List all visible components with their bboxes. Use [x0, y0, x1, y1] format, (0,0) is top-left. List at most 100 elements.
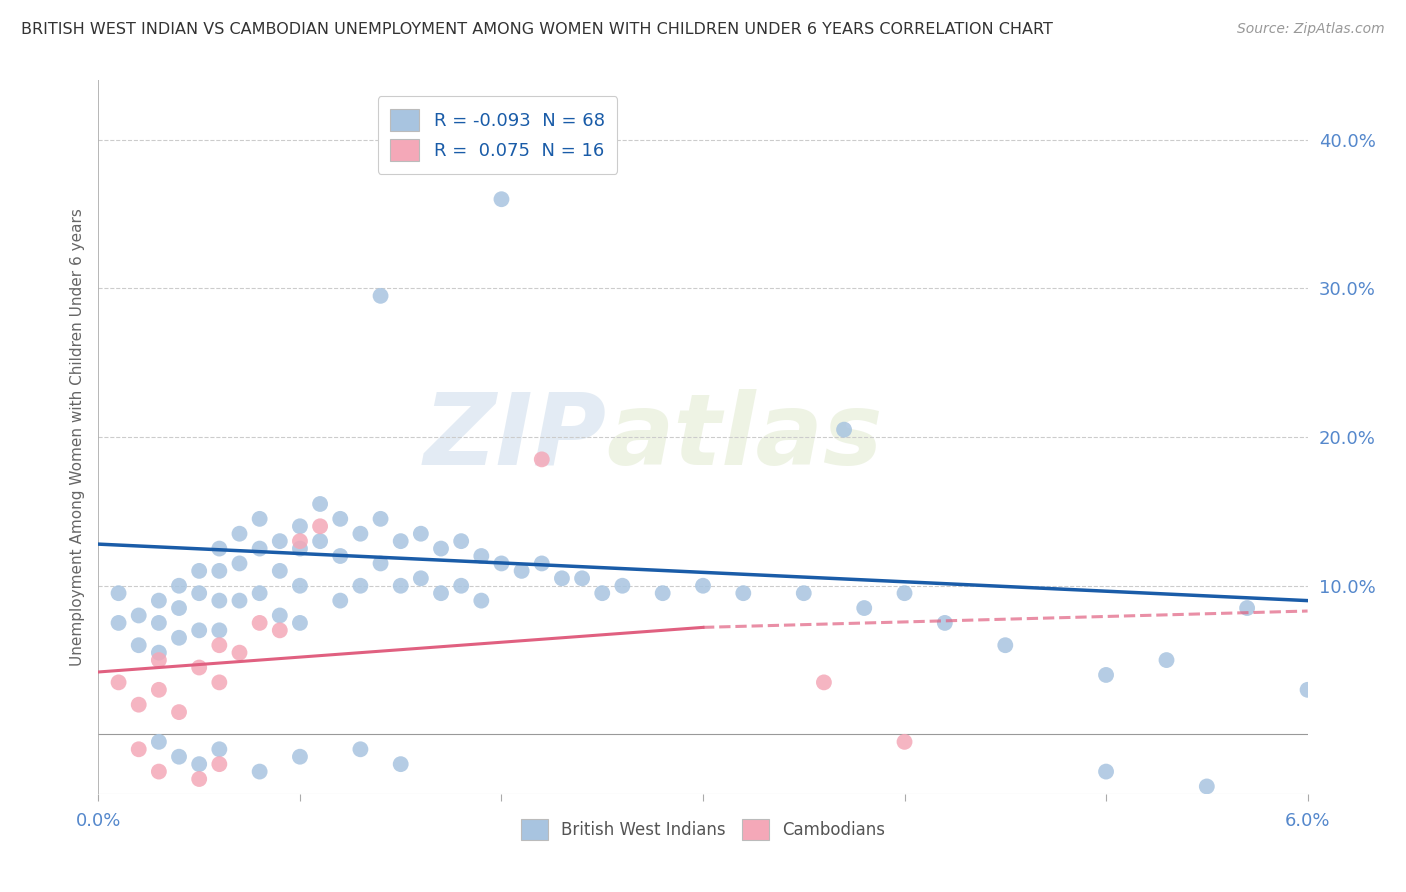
- Point: [228, 557, 250, 571]
- Point: [370, 289, 392, 303]
- Point: [692, 579, 714, 593]
- Point: [491, 557, 513, 571]
- Point: [733, 586, 755, 600]
- Point: [249, 512, 271, 526]
- Point: [288, 749, 311, 764]
- Point: [450, 579, 472, 593]
- Point: [832, 423, 855, 437]
- Point: [409, 571, 432, 585]
- Point: [167, 705, 190, 719]
- Point: [1236, 601, 1258, 615]
- Point: [167, 749, 190, 764]
- Point: [370, 512, 392, 526]
- Point: [269, 534, 291, 549]
- Point: [269, 624, 291, 638]
- Point: [148, 682, 170, 697]
- Point: [934, 615, 956, 630]
- Point: [1296, 682, 1319, 697]
- Point: [329, 512, 352, 526]
- Point: [228, 526, 250, 541]
- Point: [188, 772, 211, 786]
- Point: [167, 601, 190, 615]
- Point: [208, 541, 231, 556]
- Point: [1095, 764, 1118, 779]
- Point: [793, 586, 815, 600]
- Point: [530, 452, 553, 467]
- Point: [288, 534, 311, 549]
- Point: [148, 735, 170, 749]
- Point: [893, 586, 915, 600]
- Point: [309, 534, 332, 549]
- Point: [349, 742, 371, 756]
- Point: [128, 698, 150, 712]
- Point: [349, 526, 371, 541]
- Point: [389, 579, 412, 593]
- Point: [329, 593, 352, 607]
- Point: [470, 549, 492, 563]
- Point: [389, 534, 412, 549]
- Point: [288, 541, 311, 556]
- Point: [853, 601, 876, 615]
- Point: [148, 646, 170, 660]
- Point: [188, 660, 211, 674]
- Point: [148, 653, 170, 667]
- Point: [228, 593, 250, 607]
- Point: [269, 564, 291, 578]
- Legend: British West Indians, Cambodians: British West Indians, Cambodians: [510, 809, 896, 850]
- Point: [208, 742, 231, 756]
- Point: [188, 624, 211, 638]
- Point: [591, 586, 613, 600]
- Point: [167, 631, 190, 645]
- Point: [188, 586, 211, 600]
- Point: [612, 579, 634, 593]
- Point: [813, 675, 835, 690]
- Point: [1095, 668, 1118, 682]
- Point: [430, 541, 453, 556]
- Text: BRITISH WEST INDIAN VS CAMBODIAN UNEMPLOYMENT AMONG WOMEN WITH CHILDREN UNDER 6 : BRITISH WEST INDIAN VS CAMBODIAN UNEMPLO…: [21, 22, 1053, 37]
- Y-axis label: Unemployment Among Women with Children Under 6 years: Unemployment Among Women with Children U…: [69, 208, 84, 666]
- Point: [188, 757, 211, 772]
- Point: [994, 638, 1017, 652]
- Point: [329, 549, 352, 563]
- Point: [893, 735, 915, 749]
- Text: ZIP: ZIP: [423, 389, 606, 485]
- Point: [249, 541, 271, 556]
- Point: [128, 742, 150, 756]
- Point: [128, 638, 150, 652]
- Point: [288, 579, 311, 593]
- Point: [208, 638, 231, 652]
- Point: [249, 586, 271, 600]
- Point: [349, 579, 371, 593]
- Text: Source: ZipAtlas.com: Source: ZipAtlas.com: [1237, 22, 1385, 37]
- Point: [530, 557, 553, 571]
- Point: [389, 757, 412, 772]
- Point: [128, 608, 150, 623]
- Point: [450, 534, 472, 549]
- Point: [208, 624, 231, 638]
- Point: [228, 646, 250, 660]
- Point: [470, 593, 492, 607]
- Point: [430, 586, 453, 600]
- Point: [309, 497, 332, 511]
- Point: [148, 615, 170, 630]
- Point: [571, 571, 593, 585]
- Point: [148, 593, 170, 607]
- Point: [510, 564, 533, 578]
- Point: [249, 764, 271, 779]
- Point: [208, 675, 231, 690]
- Point: [208, 564, 231, 578]
- Point: [288, 519, 311, 533]
- Point: [1156, 653, 1178, 667]
- Point: [370, 557, 392, 571]
- Point: [148, 764, 170, 779]
- Point: [107, 675, 129, 690]
- Text: atlas: atlas: [606, 389, 883, 485]
- Point: [551, 571, 574, 585]
- Point: [249, 615, 271, 630]
- Point: [107, 615, 129, 630]
- Point: [1195, 780, 1218, 794]
- Point: [188, 564, 211, 578]
- Point: [409, 526, 432, 541]
- Point: [208, 593, 231, 607]
- Point: [309, 519, 332, 533]
